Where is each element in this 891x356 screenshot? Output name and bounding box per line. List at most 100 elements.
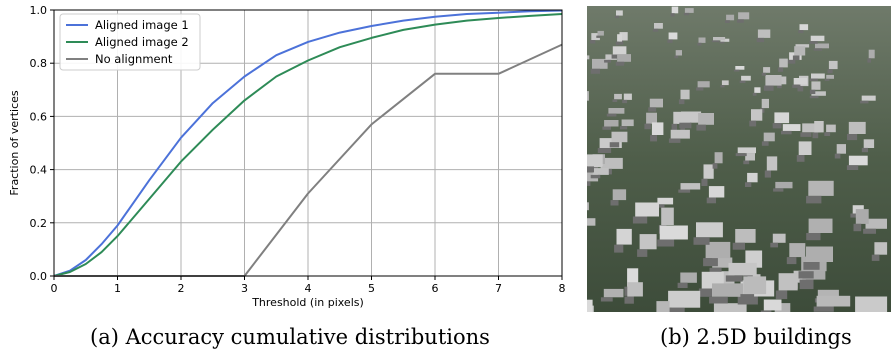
building-block bbox=[766, 156, 778, 171]
building-block bbox=[793, 78, 808, 85]
building-shadow bbox=[618, 40, 624, 45]
building-block bbox=[680, 272, 697, 283]
accuracy-chart: 0 1 2 3 4 5 6 7 8 0.0 0.2 0.4 0.6 0.8 1.0 Threshold (… bbox=[8, 4, 566, 309]
building-shadow bbox=[781, 130, 792, 135]
building-block bbox=[612, 189, 627, 201]
building-block bbox=[772, 233, 786, 243]
building-block bbox=[811, 81, 821, 90]
building-block bbox=[651, 122, 664, 135]
building-shadow bbox=[846, 165, 859, 170]
building-shadow bbox=[756, 37, 765, 43]
building-shadow bbox=[709, 296, 728, 304]
building-shadow bbox=[596, 35, 601, 38]
building-shadow bbox=[624, 296, 634, 304]
building-block bbox=[802, 123, 821, 133]
building-block bbox=[617, 54, 631, 62]
building-shadow bbox=[697, 42, 702, 46]
building-block bbox=[741, 75, 751, 81]
building-shadow bbox=[587, 166, 594, 173]
building-block bbox=[587, 91, 589, 101]
building-block bbox=[639, 234, 657, 250]
building-shadow bbox=[670, 13, 675, 17]
caption-b: (b) 2.5D buildings bbox=[660, 325, 852, 349]
building-shadow bbox=[679, 122, 692, 129]
x-tick-label: 0 bbox=[51, 282, 58, 295]
building-shadow bbox=[677, 282, 688, 288]
building-shadow bbox=[796, 155, 805, 162]
building-shadow bbox=[644, 123, 651, 130]
building-block bbox=[656, 301, 670, 312]
building-block bbox=[670, 129, 690, 139]
building-shadow bbox=[696, 87, 704, 91]
building-shadow bbox=[622, 99, 628, 104]
building-shadow bbox=[813, 306, 834, 312]
building-shadow bbox=[777, 84, 782, 89]
building-shadow bbox=[615, 15, 620, 19]
building-block bbox=[616, 228, 632, 245]
building-shadow bbox=[827, 69, 833, 74]
x-tick-label: 6 bbox=[432, 282, 439, 295]
building-shadow bbox=[712, 163, 718, 169]
building-block bbox=[661, 207, 674, 225]
building-block bbox=[863, 139, 875, 148]
x-tick-label: 3 bbox=[241, 282, 248, 295]
building-shadow bbox=[632, 216, 648, 224]
building-shadow bbox=[867, 58, 871, 63]
building-block bbox=[659, 225, 688, 240]
building-shadow bbox=[683, 12, 690, 16]
building-block bbox=[587, 202, 589, 211]
building-block bbox=[811, 73, 825, 79]
building-shadow bbox=[812, 132, 819, 139]
building-block bbox=[616, 10, 623, 16]
building-shadow bbox=[737, 19, 744, 23]
x-axis-label: Threshold (in pixels) bbox=[251, 296, 364, 309]
x-tick-label: 5 bbox=[368, 282, 375, 295]
building-shadow bbox=[761, 141, 769, 146]
building-block bbox=[726, 14, 735, 21]
building-shadow bbox=[606, 113, 617, 117]
building-block bbox=[806, 246, 833, 262]
building-block bbox=[668, 32, 678, 40]
building-shadow bbox=[725, 20, 730, 23]
y-tick-label: 0.0 bbox=[30, 270, 48, 283]
building-block bbox=[684, 8, 694, 13]
building-shadow bbox=[733, 69, 740, 72]
building-block bbox=[754, 87, 761, 93]
building-shadow bbox=[600, 297, 613, 302]
building-shadow bbox=[798, 271, 814, 279]
chart-legend: Aligned image 1 Aligned image 2 No alignme… bbox=[59, 13, 201, 71]
building-block bbox=[811, 91, 826, 96]
building-block bbox=[799, 24, 809, 31]
building-shadow bbox=[760, 310, 772, 312]
building-shadow bbox=[652, 28, 659, 32]
building-shadow bbox=[597, 148, 612, 153]
building-shadow bbox=[809, 95, 819, 99]
building-shadow bbox=[809, 41, 818, 44]
building-block bbox=[635, 202, 659, 217]
building-shadow bbox=[809, 89, 816, 94]
building-shadow bbox=[725, 275, 743, 282]
building-block bbox=[828, 60, 838, 70]
building-shadow bbox=[850, 213, 858, 218]
building-shadow bbox=[678, 99, 685, 105]
building-shadow bbox=[847, 134, 858, 141]
building-block bbox=[774, 303, 791, 312]
building-shadow bbox=[674, 55, 679, 59]
building-block bbox=[712, 283, 744, 297]
building-shadow bbox=[787, 59, 796, 64]
building-shadow bbox=[798, 30, 804, 34]
caption-a: (a) Accuracy cumulative distributions bbox=[90, 325, 490, 349]
y-tick-label: 1.0 bbox=[30, 4, 48, 17]
building-shadow bbox=[853, 223, 862, 232]
building-block bbox=[861, 95, 876, 101]
y-tick-label: 0.8 bbox=[30, 57, 48, 70]
building-shadow bbox=[871, 254, 880, 261]
building-shadow bbox=[611, 54, 620, 59]
building-block bbox=[657, 197, 674, 205]
building-shadow bbox=[590, 40, 596, 44]
building-block bbox=[673, 111, 683, 124]
building-shadow bbox=[806, 195, 822, 204]
building-block bbox=[614, 93, 622, 100]
building-shadow bbox=[637, 249, 648, 257]
aerial-buildings-image bbox=[587, 6, 891, 312]
